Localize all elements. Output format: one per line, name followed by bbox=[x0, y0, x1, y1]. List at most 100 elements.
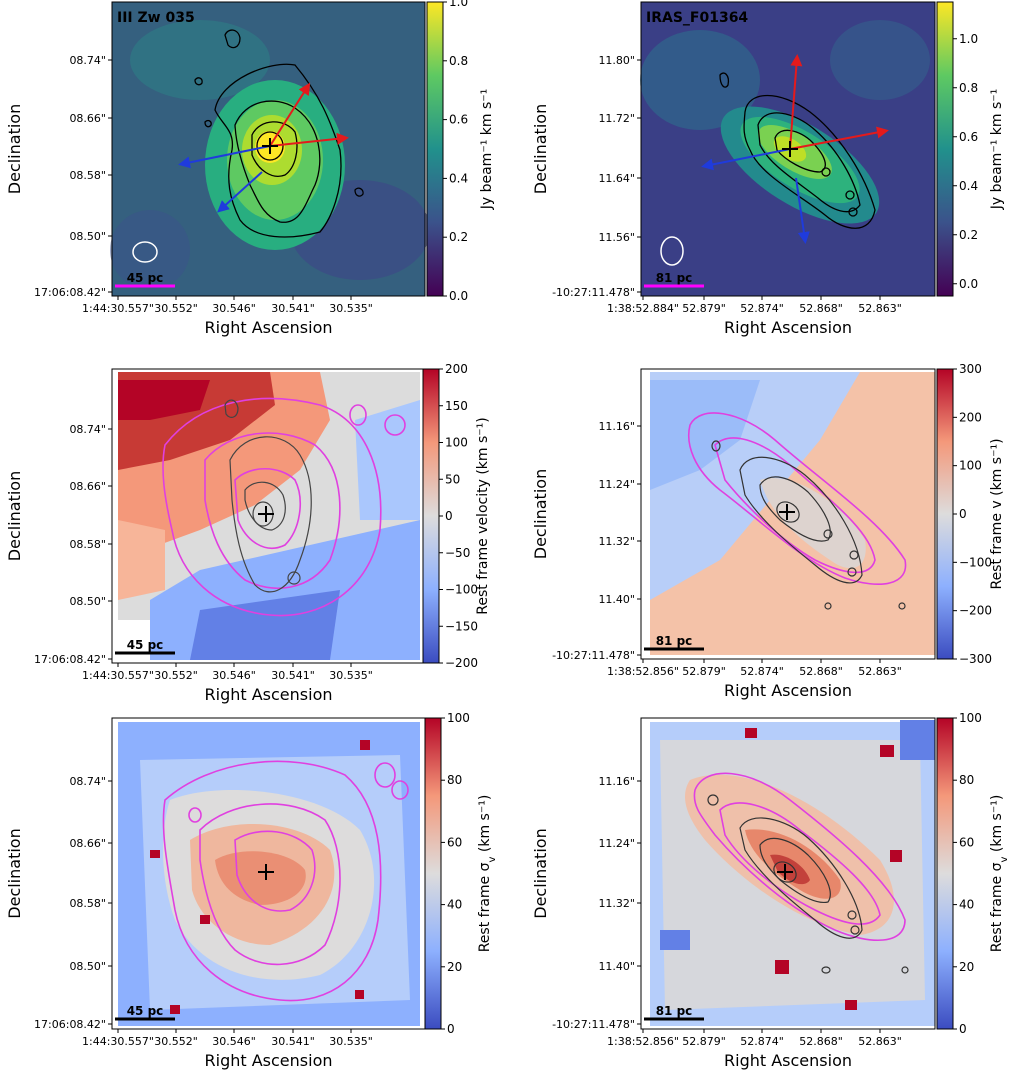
colorbar bbox=[936, 368, 954, 660]
x-tick-label: 1:38:52.884" bbox=[607, 302, 679, 315]
y-tick-label: -10:27:11.478" bbox=[552, 1018, 635, 1031]
y-axis-label: Declination bbox=[531, 828, 550, 918]
x-axis-label: Right Ascension bbox=[205, 685, 333, 704]
blue-arrow bbox=[795, 177, 810, 244]
x-tick-label: 30.552" bbox=[154, 669, 198, 682]
x-tick-label: 30.546" bbox=[212, 302, 256, 315]
plot-frame bbox=[640, 717, 936, 1030]
x-axis-label: Right Ascension bbox=[205, 1051, 333, 1070]
y-axis-label: Declination bbox=[5, 828, 24, 918]
velocity-map bbox=[650, 372, 935, 655]
colorbar-tick-label: 0.2 bbox=[959, 228, 978, 242]
y-tick-label: 11.32" bbox=[598, 897, 635, 910]
x-axis-label: Right Ascension bbox=[724, 681, 852, 700]
colorbar-tick-label: 60 bbox=[447, 835, 462, 849]
colorbar-tick-label: 0.6 bbox=[449, 113, 468, 127]
center-cross bbox=[258, 864, 274, 880]
x-tick-label: 52.879" bbox=[682, 665, 726, 678]
red-arrow bbox=[269, 82, 311, 147]
y-tick-label: 11.16" bbox=[598, 420, 635, 433]
y-axis-label: Declination bbox=[531, 469, 550, 559]
blue-arrow bbox=[701, 148, 791, 171]
colorbar-tick-label: −50 bbox=[445, 546, 470, 560]
center-cross bbox=[782, 141, 798, 157]
colorbar-tick-label: 0 bbox=[959, 1022, 967, 1036]
x-tick-label: 52.879" bbox=[682, 302, 726, 315]
dispersion-map bbox=[118, 722, 420, 1026]
colorbar-label-main: Rest frame velocity (km s⁻¹) bbox=[475, 417, 491, 615]
colorbar-tick-label: 300 bbox=[959, 362, 982, 376]
panel-1 bbox=[110, 2, 430, 296]
colorbar bbox=[936, 1, 954, 297]
scalebar-label: 81 pc bbox=[656, 271, 693, 285]
colorbar-tick-label: 20 bbox=[447, 960, 462, 974]
panel-title: IRAS_F01364 bbox=[646, 10, 748, 26]
x-tick-label: 52.863" bbox=[858, 1035, 902, 1048]
contours bbox=[707, 794, 909, 974]
colorbar-label-main: Jy beam⁻¹ km s⁻¹ bbox=[479, 89, 495, 211]
x-tick-label: 30.552" bbox=[154, 302, 198, 315]
x-tick-label: 52.879" bbox=[682, 1035, 726, 1048]
y-axis-label: Declination bbox=[5, 104, 24, 194]
x-tick-label: 1:44:30.557" bbox=[82, 302, 154, 315]
y-tick-label: 11.64" bbox=[598, 172, 635, 185]
y-tick-label: 08.50" bbox=[69, 595, 106, 608]
contours-magenta bbox=[162, 397, 406, 617]
x-tick-label: 52.868" bbox=[799, 302, 843, 315]
flux-map bbox=[640, 20, 930, 224]
panel-5 bbox=[112, 718, 425, 1029]
colorbar-tick-label: 200 bbox=[959, 410, 982, 424]
y-tick-label: 17:06:08.42" bbox=[34, 653, 106, 666]
red-arrow bbox=[789, 54, 803, 150]
x-tick-label: 30.552" bbox=[154, 1035, 198, 1048]
dispersion-map bbox=[650, 720, 935, 1026]
x-tick-label: 52.863" bbox=[858, 302, 902, 315]
x-tick-label: 1:38:52.856" bbox=[607, 1035, 679, 1048]
x-tick-label: 52.874" bbox=[740, 1035, 784, 1048]
x-tick-label: 30.546" bbox=[212, 669, 256, 682]
plot-frame bbox=[640, 368, 936, 660]
scalebar-label: 81 pc bbox=[656, 634, 693, 648]
colorbar bbox=[936, 717, 954, 1030]
colorbar-label: Jy beam⁻¹ km s⁻¹ bbox=[479, 89, 495, 211]
colorbar-label-main: Rest frame v (km s⁻¹) bbox=[989, 438, 1005, 589]
panel-2 bbox=[640, 2, 935, 296]
colorbar-tick-label: 0 bbox=[447, 1022, 455, 1036]
colorbar bbox=[426, 1, 444, 297]
kinematic-arrows bbox=[178, 82, 349, 213]
y-tick-label: 08.74" bbox=[69, 54, 106, 67]
colorbar-tick-label: 100 bbox=[447, 711, 470, 725]
y-tick-label: 08.58" bbox=[69, 897, 106, 910]
x-tick-label: 52.868" bbox=[799, 665, 843, 678]
colorbar-label: Rest frame v (km s⁻¹) bbox=[989, 438, 1005, 589]
x-tick-label: 52.874" bbox=[740, 302, 784, 315]
panel-4 bbox=[641, 369, 935, 659]
x-tick-label: 30.535" bbox=[329, 1035, 373, 1048]
colorbar-label-main: Rest frame σ bbox=[989, 862, 1005, 952]
y-tick-label: -10:27:11.478" bbox=[552, 286, 635, 299]
colorbar-tick-label: 1.0 bbox=[449, 0, 468, 9]
y-tick-label: -10:27:11.478" bbox=[552, 649, 635, 662]
colorbar-tick-label: −200 bbox=[445, 656, 478, 670]
colorbar-tick-label: 40 bbox=[959, 898, 974, 912]
colorbar-tick-label: 0.4 bbox=[449, 171, 468, 185]
red-arrow bbox=[269, 132, 349, 147]
contours-magenta bbox=[162, 760, 409, 1002]
x-axis-label: Right Ascension bbox=[205, 318, 333, 337]
x-tick-label: 30.546" bbox=[212, 1035, 256, 1048]
x-axis-label: Right Ascension bbox=[724, 318, 852, 337]
contours-magenta bbox=[688, 412, 907, 585]
colorbar-tick-label: 100 bbox=[959, 711, 982, 725]
x-tick-label: 30.541" bbox=[271, 669, 315, 682]
colorbar-label: Rest frame σv (km s⁻¹) bbox=[477, 795, 498, 953]
colorbar-tick-label: −100 bbox=[959, 555, 992, 569]
colorbar-tick-label: 0.0 bbox=[449, 289, 468, 303]
x-tick-label: 30.535" bbox=[329, 302, 373, 315]
plot-frame bbox=[111, 1, 426, 297]
colorbar-label-main: Jy beam⁻¹ km s⁻¹ bbox=[989, 89, 1005, 211]
contours bbox=[711, 440, 906, 610]
panel-title: III Zw 035 bbox=[117, 10, 195, 26]
colorbar-tick-label: 1.0 bbox=[959, 32, 978, 46]
colorbar-tick-label: 60 bbox=[959, 835, 974, 849]
colorbar-tick-label: −300 bbox=[959, 652, 992, 666]
